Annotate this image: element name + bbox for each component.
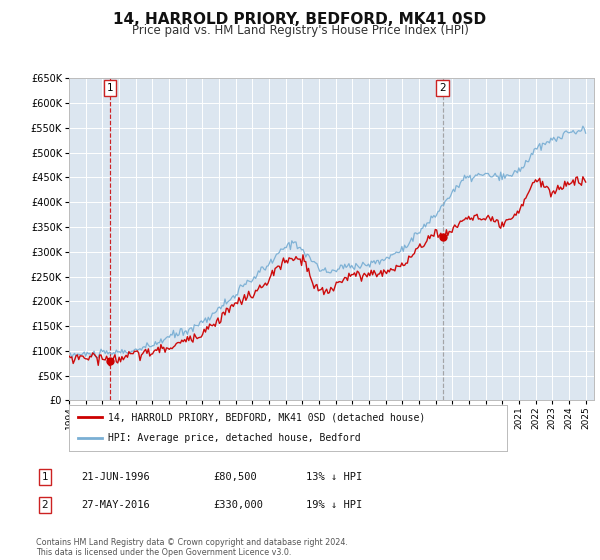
Text: 2: 2 — [439, 83, 446, 93]
Text: Contains HM Land Registry data © Crown copyright and database right 2024.
This d: Contains HM Land Registry data © Crown c… — [36, 538, 348, 557]
Text: HPI: Average price, detached house, Bedford: HPI: Average price, detached house, Bedf… — [109, 433, 361, 444]
Text: 14, HARROLD PRIORY, BEDFORD, MK41 0SD: 14, HARROLD PRIORY, BEDFORD, MK41 0SD — [113, 12, 487, 27]
Text: 21-JUN-1996: 21-JUN-1996 — [81, 472, 150, 482]
Text: 1: 1 — [107, 83, 113, 93]
Text: 2: 2 — [41, 500, 49, 510]
Text: 13% ↓ HPI: 13% ↓ HPI — [306, 472, 362, 482]
Text: 27-MAY-2016: 27-MAY-2016 — [81, 500, 150, 510]
Text: 14, HARROLD PRIORY, BEDFORD, MK41 0SD (detached house): 14, HARROLD PRIORY, BEDFORD, MK41 0SD (d… — [109, 412, 425, 422]
Text: 1: 1 — [41, 472, 49, 482]
Text: 19% ↓ HPI: 19% ↓ HPI — [306, 500, 362, 510]
Text: Price paid vs. HM Land Registry's House Price Index (HPI): Price paid vs. HM Land Registry's House … — [131, 24, 469, 36]
Text: £80,500: £80,500 — [213, 472, 257, 482]
Text: £330,000: £330,000 — [213, 500, 263, 510]
